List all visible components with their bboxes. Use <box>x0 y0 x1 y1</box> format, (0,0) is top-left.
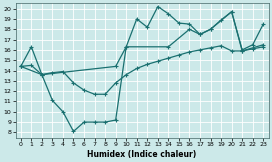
X-axis label: Humidex (Indice chaleur): Humidex (Indice chaleur) <box>87 150 197 159</box>
